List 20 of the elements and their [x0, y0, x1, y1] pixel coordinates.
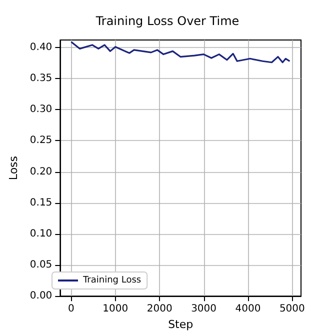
line-series	[70, 41, 290, 64]
y-tick-label: 0.00	[30, 290, 52, 302]
x-tick-label: 4000	[235, 304, 261, 315]
x-tick-label: 0	[68, 304, 74, 315]
y-tick-label: 0.30	[30, 104, 52, 116]
chart-title: Training Loss Over Time	[94, 14, 240, 28]
x-axis-title: Step	[168, 318, 194, 331]
y-tick-label: 0.20	[30, 166, 52, 178]
x-tick-label: 1000	[102, 304, 128, 315]
y-axis-title: Loss	[7, 156, 20, 180]
legend-label: Training Loss	[82, 276, 142, 286]
y-tick-label: 0.40	[30, 42, 52, 53]
x-tick-label: 2000	[146, 304, 172, 315]
y-tick-label: 0.35	[30, 73, 52, 84]
x-tick-label: 5000	[279, 304, 305, 315]
y-tick-label: 0.10	[30, 228, 52, 240]
y-tick-label: 0.15	[30, 197, 52, 208]
x-tick-label: 3000	[191, 304, 217, 315]
y-tick-label: 0.05	[30, 260, 52, 271]
y-tick-label: 0.25	[30, 135, 52, 146]
